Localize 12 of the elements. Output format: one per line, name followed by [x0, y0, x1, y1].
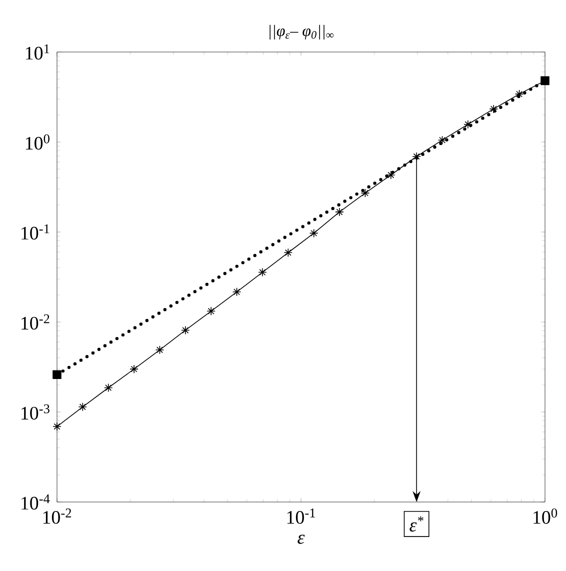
- y-tick-label: 10$^{1}$: [26, 44, 50, 60]
- x-tick-label: 10$^{0}$: [534, 508, 558, 524]
- y-tick-label: 10$^{-4}$: [22, 494, 50, 510]
- y-tick-label: 10$^{-3}$: [22, 404, 50, 420]
- x-axis-title: ε: [298, 534, 305, 544]
- annotation: ε$^{*}$: [410, 516, 424, 532]
- y-tick-label: 10$^{-2}$: [22, 314, 50, 330]
- x-tick-label: 10$^{-2}$: [43, 508, 72, 524]
- x-tick-label: 10$^{-1}$: [287, 508, 315, 524]
- chart-title: ||φ$_{ε}$– φ$_{0}$||$_{∞}$: [270, 24, 334, 40]
- y-tick-label: 10$^{-1}$: [22, 224, 50, 240]
- y-tick-label: 10$^{0}$: [26, 134, 50, 150]
